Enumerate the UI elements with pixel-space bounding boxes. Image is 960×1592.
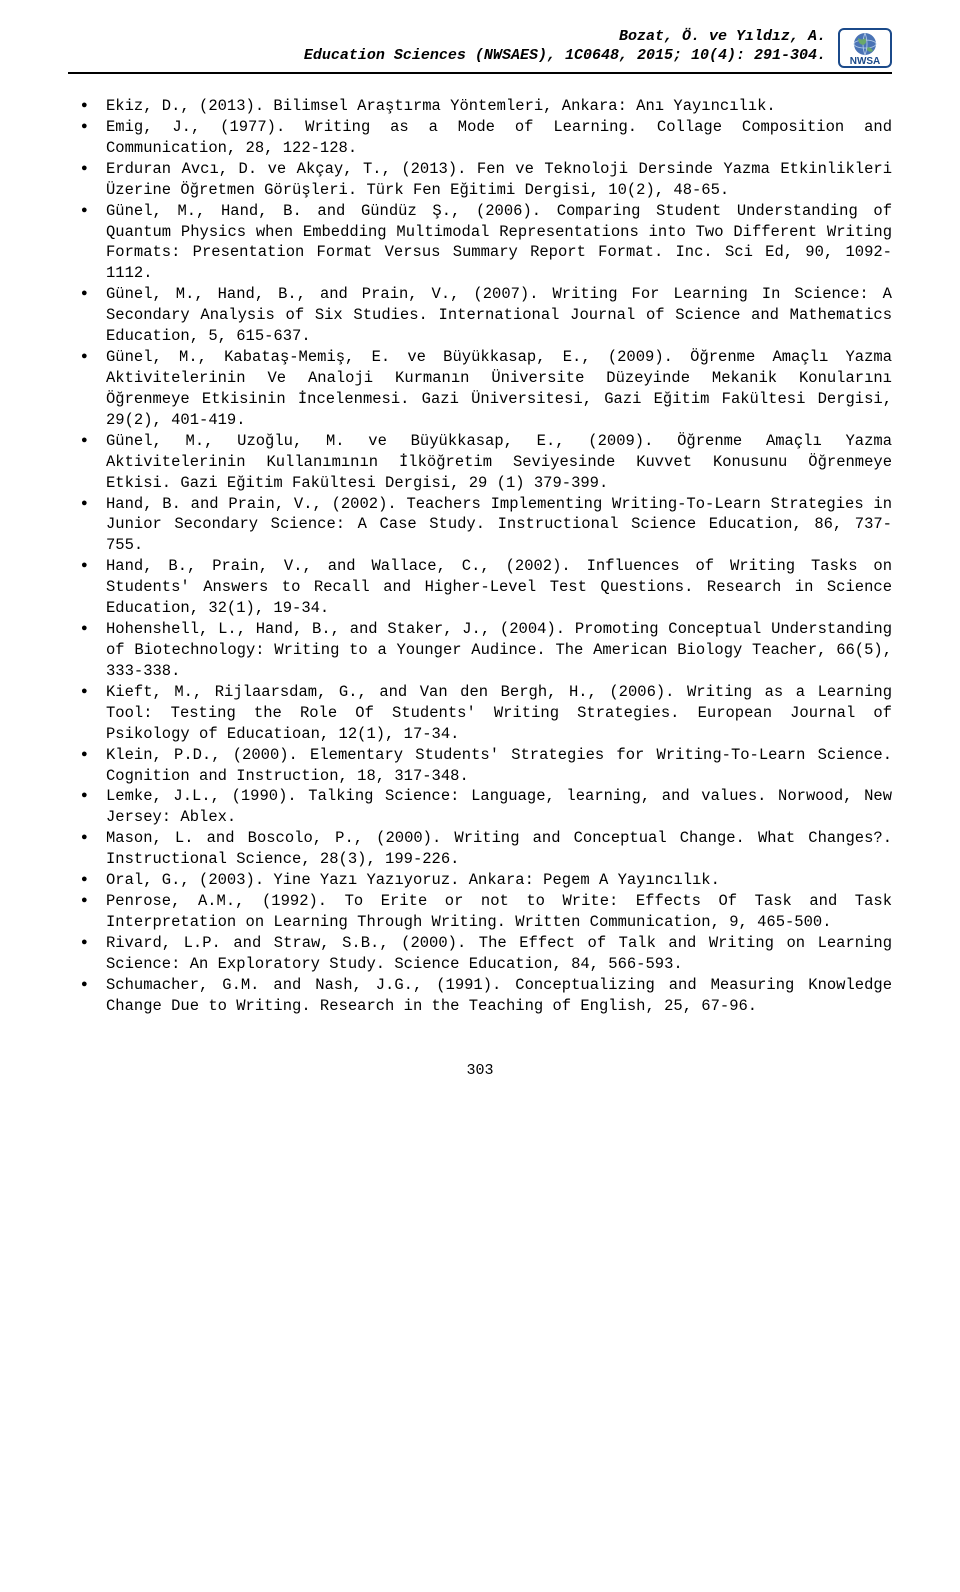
reference-item: Erduran Avcı, D. ve Akçay, T., (2013). F… [68, 159, 892, 201]
reference-item: Hohenshell, L., Hand, B., and Staker, J.… [68, 619, 892, 682]
reference-item: Ekiz, D., (2013). Bilimsel Araştırma Yön… [68, 96, 892, 117]
header-text-block: Bozat, Ö. ve Yıldız, A. Education Scienc… [304, 28, 826, 66]
reference-item: Günel, M., Hand, B. and Gündüz Ş., (2006… [68, 201, 892, 285]
reference-item: Schumacher, G.M. and Nash, J.G., (1991).… [68, 975, 892, 1017]
header-author-line: Bozat, Ö. ve Yıldız, A. [304, 28, 826, 47]
nwsa-logo-icon: NWSA [838, 28, 892, 68]
reference-item: Günel, M., Uzoğlu, M. ve Büyükkasap, E.,… [68, 431, 892, 494]
reference-item: Hand, B. and Prain, V., (2002). Teachers… [68, 494, 892, 557]
reference-item: Emig, J., (1977). Writing as a Mode of L… [68, 117, 892, 159]
header-rule [68, 72, 892, 74]
reference-item: Kieft, M., Rijlaarsdam, G., and Van den … [68, 682, 892, 745]
logo-text: NWSA [850, 56, 881, 67]
page-header: Bozat, Ö. ve Yıldız, A. Education Scienc… [68, 28, 892, 68]
reference-item: Mason, L. and Boscolo, P., (2000). Writi… [68, 828, 892, 870]
reference-item: Günel, M., Hand, B., and Prain, V., (200… [68, 284, 892, 347]
reference-item: Penrose, A.M., (1992). To Erite or not t… [68, 891, 892, 933]
reference-item: Hand, B., Prain, V., and Wallace, C., (2… [68, 556, 892, 619]
page-number: 303 [68, 1061, 892, 1081]
reference-item: Oral, G., (2003). Yine Yazı Yazıyoruz. A… [68, 870, 892, 891]
reference-item: Rivard, L.P. and Straw, S.B., (2000). Th… [68, 933, 892, 975]
reference-list: Ekiz, D., (2013). Bilimsel Araştırma Yön… [68, 96, 892, 1017]
reference-item: Klein, P.D., (2000). Elementary Students… [68, 745, 892, 787]
reference-item: Lemke, J.L., (1990). Talking Science: La… [68, 786, 892, 828]
header-journal-line: Education Sciences (NWSAES), 1C0648, 201… [304, 47, 826, 66]
reference-item: Günel, M., Kabataş-Memiş, E. ve Büyükkas… [68, 347, 892, 431]
